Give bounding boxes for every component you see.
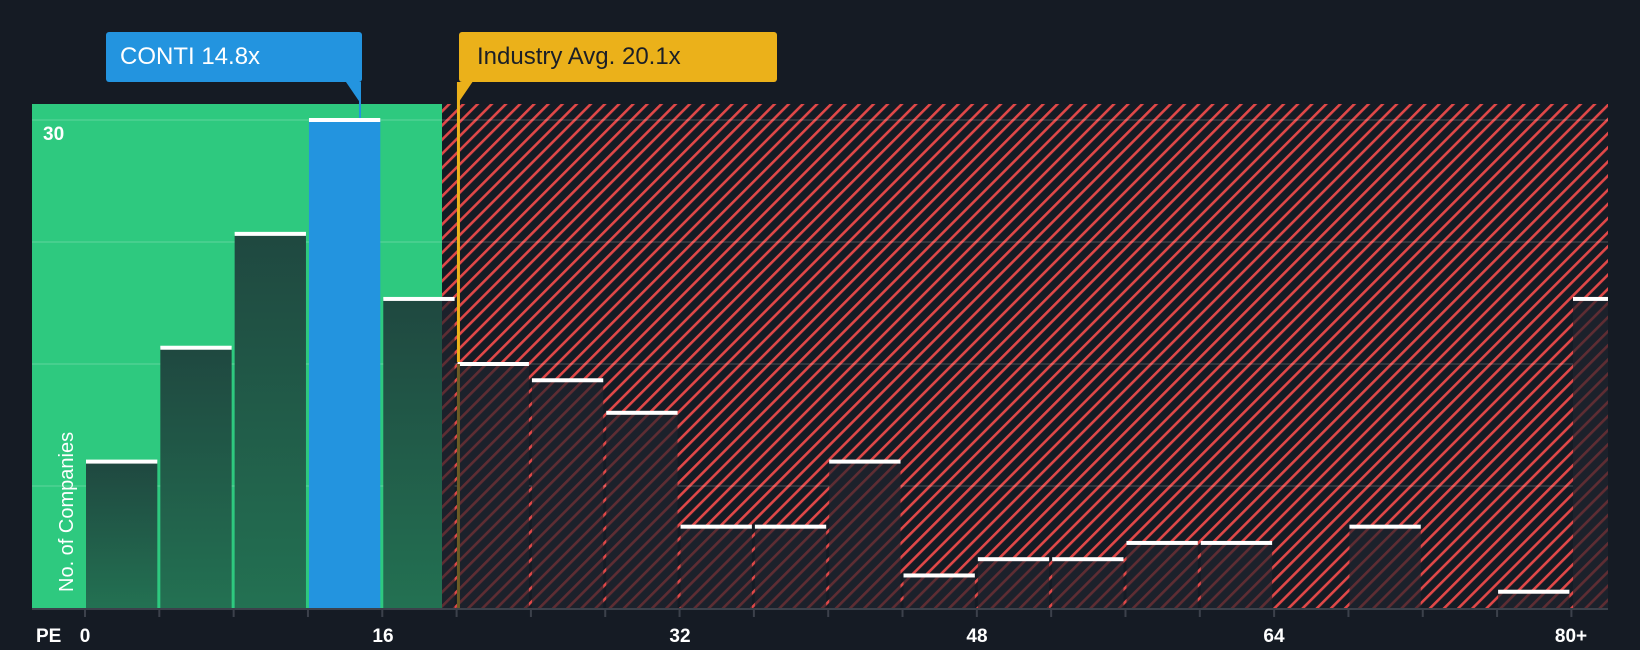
x-axis-prefix: PE (36, 626, 62, 647)
bar-cap (977, 557, 1050, 562)
histogram-bar (606, 412, 678, 608)
histogram-bar (903, 575, 975, 608)
bar-cap (606, 410, 678, 415)
x-tick-label: 48 (966, 626, 988, 647)
bar-cap (1200, 540, 1273, 545)
histogram-bar (829, 461, 901, 608)
x-tick-label: 16 (372, 626, 394, 647)
bar-cap (829, 459, 901, 464)
bar-cap (1498, 589, 1570, 594)
histogram-bar (1200, 542, 1273, 608)
histogram-bar (1349, 526, 1421, 608)
industry-avg-callout: Industry Avg. 20.1x (459, 32, 777, 82)
x-tick-label: 80+ (1554, 626, 1588, 647)
bar-cap (457, 362, 529, 366)
histogram-bar (160, 347, 232, 608)
bar-cap (86, 459, 158, 464)
bar-cap (1349, 524, 1421, 529)
bar-cap (1573, 296, 1608, 301)
bar-cap (531, 378, 604, 383)
bar-cap (234, 231, 306, 236)
histogram-bar (442, 298, 455, 608)
bar-cap (383, 296, 455, 301)
histogram-bar (1573, 298, 1608, 608)
histogram-bar (86, 461, 158, 608)
conti-pe-callout: CONTI 14.8x (106, 32, 362, 82)
histogram-bar (680, 526, 752, 608)
bar-cap (680, 524, 752, 529)
bar-cap (903, 573, 975, 578)
x-tick-label: 32 (669, 626, 691, 647)
industry-callout-pointer (457, 82, 473, 104)
histogram-bar (754, 526, 827, 608)
bar-cap (1052, 557, 1124, 562)
bar-cap (308, 118, 381, 122)
histogram-bar (977, 559, 1050, 608)
y-tick-30: 30 (43, 124, 65, 145)
histogram-bar (531, 380, 604, 608)
bar-cap (160, 345, 232, 350)
histogram-bar (383, 298, 442, 608)
conti-callout-pointer (345, 82, 361, 104)
highlighted-bar-conti (308, 120, 381, 608)
bar-cap (1126, 540, 1198, 545)
histogram-bar (1052, 559, 1124, 608)
bar-cap (754, 524, 827, 529)
histogram-bar (234, 233, 306, 608)
y-axis-title: No. of Companies (56, 431, 78, 592)
histogram-bar (457, 364, 529, 608)
x-tick-label: 0 (79, 626, 91, 647)
histogram-bar (1498, 591, 1570, 608)
x-tick-label: 64 (1263, 626, 1285, 647)
histogram-bar (1126, 542, 1198, 608)
